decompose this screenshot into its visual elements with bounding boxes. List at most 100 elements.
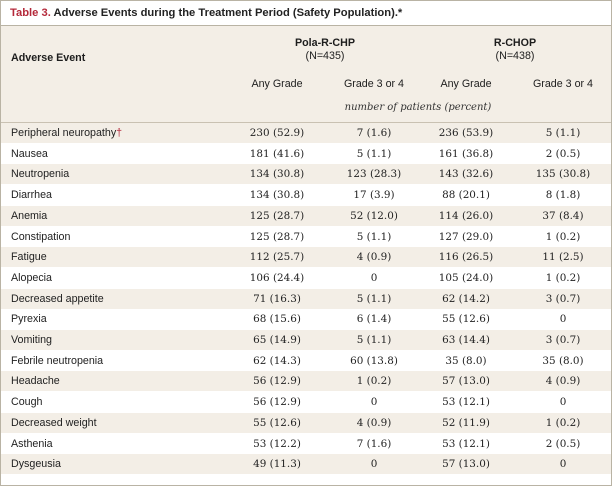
- pola-grade34-cell: 7 (1.6): [356, 437, 392, 450]
- pola-grade34-cell: 123 (28.3): [346, 168, 402, 181]
- unit-label: number of patients (percent): [344, 102, 492, 113]
- event-label: Anemia: [11, 209, 48, 222]
- table-row: Peripheral neuropathy† 230 (52.9) 7 (1.6) 2…: [1, 123, 611, 143]
- rchop-any-grade-cell: 88 (20.1): [442, 189, 490, 202]
- table-row: Neutropenia 134 (30.8) 123 (28.3) 143 (32.6…: [1, 164, 611, 185]
- pola-any-grade-cell: 181 (41.6): [249, 147, 305, 160]
- event-label: Pyrexia: [11, 313, 47, 326]
- event-label: Nausea: [11, 147, 48, 160]
- table-row: Pyrexia 68 (15.6) 6 (1.4) 55 (12.6) 0: [1, 309, 611, 329]
- pola-grade34-cell: 52 (12.0): [350, 209, 398, 222]
- rchop-any-grade-cell: 53 (12.1): [442, 396, 490, 409]
- pola-any-grade-cell: 68 (15.6): [253, 313, 301, 326]
- event-name: Dysgeusia: [11, 457, 61, 471]
- event-label: Decreased appetite: [11, 292, 104, 305]
- title-bar: Table 3. Adverse Events during the Treat…: [1, 1, 611, 26]
- pola-any-grade-cell: 65 (14.9): [253, 334, 301, 346]
- rchop-grade34-cell: 2 (0.5): [545, 437, 581, 450]
- event-name: Alopecia: [11, 271, 52, 285]
- event-label: Dysgeusia: [11, 458, 61, 471]
- rchop-any-grade-cell: 105 (24.0): [438, 271, 494, 284]
- table-row: Dysgeusia 49 (11.3) 0 57 (13.0) 0: [1, 454, 611, 475]
- pola-grade34-cell: 0: [370, 396, 378, 409]
- footnote-mark: †: [116, 127, 123, 139]
- pola-any-grade-cell: 106 (24.4): [249, 271, 305, 284]
- table-caption: Adverse Events during the Treatment Peri…: [53, 7, 403, 19]
- table-row: Headache 56 (12.9) 1 (0.2) 57 (13.0) 4 (0.9): [1, 371, 611, 392]
- pola-grade34-cell: 7 (1.6): [356, 127, 392, 139]
- pola-grade34-cell: 5 (1.1): [356, 334, 392, 346]
- pola-any-grade-cell: 49 (11.3): [253, 458, 301, 471]
- event-label: Cough: [11, 396, 43, 409]
- pola-any-grade-cell: 112 (25.7): [249, 251, 305, 264]
- table-row: Decreased appetite 71 (16.3) 5 (1.1) 62 (14…: [1, 288, 611, 309]
- event-label: Neutropenia: [11, 168, 70, 181]
- table-row: Decreased weight 55 (12.6) 4 (0.9) 52 (11.9…: [1, 412, 611, 433]
- event-label: Decreased weight: [11, 416, 97, 429]
- table-row: Nausea 181 (41.6) 5 (1.1) 161 (36.8) 2 (0.5): [1, 144, 611, 164]
- rchop-grade34-cell: 3 (0.7): [545, 334, 581, 346]
- event-name: Cough: [11, 395, 43, 409]
- table-row: Constipation 125 (28.7) 5 (1.1) 127 (29.0) 1…: [1, 227, 611, 247]
- rchop-any-grade-cell: 35 (8.0): [445, 354, 487, 367]
- pola-grade34-cell: 6 (1.4): [356, 313, 392, 326]
- group2-name: R-CHOP: [493, 37, 537, 49]
- table-row: Alopecia 106 (24.4) 0 105 (24.0) 1 (0.2): [1, 268, 611, 288]
- group2-n: (N=438): [495, 50, 535, 62]
- event-name: Vomiting: [11, 333, 52, 347]
- rchop-grade34-cell: 1 (0.2): [545, 271, 581, 284]
- table-header: Adverse Event Pola-R-CHP (N=435) R-CHOP …: [1, 26, 611, 123]
- pola-any-grade-cell: 56 (12.9): [253, 375, 301, 388]
- rchop-any-grade-cell: 57 (13.0): [442, 375, 490, 388]
- pola-any-grade-cell: 56 (12.9): [253, 396, 301, 409]
- table-row: Cough 56 (12.9) 0 53 (12.1) 0: [1, 392, 611, 412]
- rchop-any-grade-cell: 53 (12.1): [442, 437, 490, 450]
- rchop-any-grade-cell: 127 (29.0): [438, 230, 494, 243]
- pola-grade34-cell: 5 (1.1): [356, 147, 392, 160]
- table-row: Febrile neutropenia 62 (14.3) 60 (13.8) 35 …: [1, 351, 611, 371]
- event-label: Fatigue: [11, 251, 47, 264]
- rchop-any-grade-cell: 55 (12.6): [442, 313, 490, 326]
- event-label: Vomiting: [11, 334, 52, 346]
- event-label: Constipation: [11, 230, 71, 243]
- event-label: Asthenia: [11, 437, 53, 450]
- event-label: Alopecia: [11, 271, 52, 284]
- event-name: Febrile neutropenia: [11, 354, 103, 368]
- rchop-any-grade-cell: 161 (36.8): [438, 147, 494, 160]
- rchop-any-grade-cell: 63 (14.4): [442, 334, 490, 346]
- rchop-grade34-cell: 37 (8.4): [542, 209, 584, 222]
- pola-grade34-cell: 5 (1.1): [356, 292, 392, 305]
- table-number: Table 3.: [10, 7, 51, 19]
- rchop-grade34-cell: 135 (30.8): [535, 168, 591, 181]
- table-row: Diarrhea 134 (30.8) 17 (3.9) 88 (20.1) 8 (1.…: [1, 185, 611, 205]
- event-name: Anemia: [11, 209, 47, 223]
- event-name: Fatigue: [11, 250, 47, 264]
- rchop-grade34-cell: 4 (0.9): [545, 375, 581, 388]
- rchop-grade34-cell: 0: [559, 396, 567, 409]
- rchop-grade34-cell: 3 (0.7): [545, 292, 581, 305]
- rchop-grade34-cell: 35 (8.0): [542, 354, 584, 367]
- rchop-grade34-cell: 0: [559, 458, 567, 471]
- pola-any-grade-cell: 55 (12.6): [253, 416, 301, 429]
- pola-grade34-cell: 17 (3.9): [353, 189, 395, 202]
- table-row: Vomiting 65 (14.9) 5 (1.1) 63 (14.4) 3 (0.7): [1, 330, 611, 350]
- pola-grade34-cell: 0: [370, 271, 378, 284]
- event-name: Diarrhea: [11, 188, 52, 202]
- event-name: Decreased weight: [11, 416, 97, 430]
- col-any-grade-1: Any Grade: [251, 78, 303, 90]
- rchop-any-grade-cell: 57 (13.0): [442, 458, 490, 471]
- table-row: Fatigue 112 (25.7) 4 (0.9) 116 (26.5) 11 (2.…: [1, 247, 611, 268]
- rchop-grade34-cell: 8 (1.8): [545, 189, 581, 202]
- pola-grade34-cell: 0: [370, 458, 378, 471]
- pola-any-grade-cell: 134 (30.8): [249, 168, 305, 181]
- table-title: Table 3. Adverse Events during the Treat…: [10, 7, 402, 19]
- table-row: Anemia 125 (28.7) 52 (12.0) 114 (26.0) 37 (8…: [1, 205, 611, 226]
- col-any-grade-2: Any Grade: [440, 78, 492, 90]
- event-name: Asthenia: [11, 437, 53, 451]
- rchop-grade34-cell: 2 (0.5): [545, 147, 581, 160]
- event-label: Peripheral neuropathy: [11, 127, 117, 139]
- col-grade34-2: Grade 3 or 4: [532, 78, 594, 90]
- event-name: Neutropenia: [11, 167, 69, 181]
- pola-grade34-cell: 4 (0.9): [356, 251, 392, 264]
